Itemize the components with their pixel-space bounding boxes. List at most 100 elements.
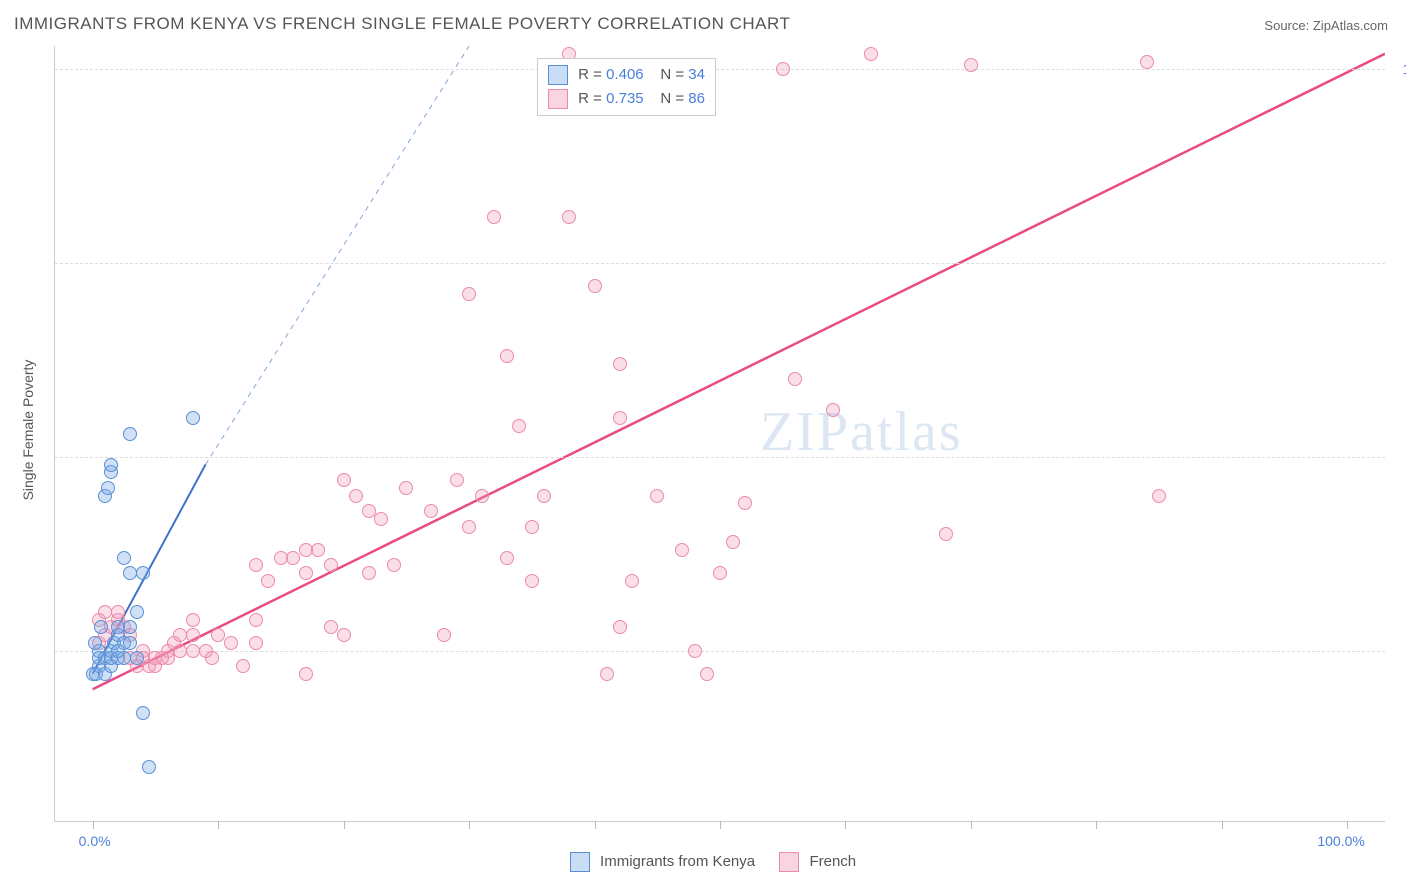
x-tick	[1347, 821, 1348, 829]
x-tick	[344, 821, 345, 829]
legend-row-french: R = 0.735 N = 86	[548, 87, 705, 111]
data-point	[738, 496, 752, 510]
x-tick	[720, 821, 721, 829]
data-point	[136, 566, 150, 580]
n-prefix: N =	[660, 66, 684, 83]
data-point	[186, 411, 200, 425]
y-tick-label: 100.0%	[1403, 61, 1406, 77]
legend-label-kenya: Immigrants from Kenya	[600, 853, 755, 870]
series-legend: Immigrants from Kenya French	[0, 852, 1406, 872]
data-point	[111, 605, 125, 619]
data-point	[123, 427, 137, 441]
r-prefix: R =	[578, 90, 602, 107]
trend-lines-layer	[55, 46, 1385, 821]
x-tick	[1096, 821, 1097, 829]
data-point	[462, 287, 476, 301]
r-prefix: R =	[578, 66, 602, 83]
gridline	[55, 457, 1385, 458]
french-n-value: 86	[688, 90, 705, 107]
data-point	[500, 551, 514, 565]
data-point	[249, 558, 263, 572]
data-point	[613, 411, 627, 425]
data-point	[130, 651, 144, 665]
legend-label-french: French	[809, 853, 856, 870]
data-point	[625, 574, 639, 588]
x-tick	[469, 821, 470, 829]
trend-line	[206, 46, 469, 465]
x-tick-label: 0.0%	[79, 833, 111, 849]
data-point	[537, 489, 551, 503]
y-axis-title: Single Female Poverty	[20, 360, 36, 501]
source-name: ZipAtlas.com	[1313, 18, 1388, 33]
data-point	[613, 620, 627, 634]
data-point	[104, 458, 118, 472]
data-point	[88, 636, 102, 650]
gridline	[55, 263, 1385, 264]
data-point	[399, 481, 413, 495]
data-point	[776, 62, 790, 76]
data-point	[424, 504, 438, 518]
data-point	[462, 520, 476, 534]
data-point	[117, 551, 131, 565]
data-point	[236, 659, 250, 673]
x-tick	[971, 821, 972, 829]
data-point	[186, 628, 200, 642]
data-point	[450, 473, 464, 487]
data-point	[249, 636, 263, 650]
data-point	[864, 47, 878, 61]
data-point	[487, 210, 501, 224]
data-point	[788, 372, 802, 386]
data-point	[939, 527, 953, 541]
data-point	[713, 566, 727, 580]
data-point	[130, 605, 144, 619]
data-point	[525, 574, 539, 588]
data-point	[324, 558, 338, 572]
data-point	[224, 636, 238, 650]
x-tick	[218, 821, 219, 829]
data-point	[249, 613, 263, 627]
swatch-blue-icon	[548, 65, 568, 85]
data-point	[374, 512, 388, 526]
data-point	[964, 58, 978, 72]
data-point	[123, 636, 137, 650]
x-tick	[1222, 821, 1223, 829]
data-point	[475, 489, 489, 503]
data-point	[337, 628, 351, 642]
gridline	[55, 651, 1385, 652]
data-point	[726, 535, 740, 549]
data-point	[700, 667, 714, 681]
data-point	[299, 667, 313, 681]
x-tick-label: 100.0%	[1317, 833, 1364, 849]
data-point	[688, 644, 702, 658]
data-point	[261, 574, 275, 588]
gridline	[55, 69, 1385, 70]
data-point	[94, 620, 108, 634]
data-point	[562, 210, 576, 224]
data-point	[337, 473, 351, 487]
data-point	[111, 644, 125, 658]
legend-row-kenya: R = 0.406 N = 34	[548, 63, 705, 87]
source-attribution: Source: ZipAtlas.com	[1264, 18, 1388, 33]
data-point	[650, 489, 664, 503]
data-point	[142, 760, 156, 774]
french-r-value: 0.735	[606, 90, 644, 107]
chart-title: IMMIGRANTS FROM KENYA VS FRENCH SINGLE F…	[14, 14, 790, 34]
data-point	[1140, 55, 1154, 69]
data-point	[675, 543, 689, 557]
swatch-pink-icon	[779, 852, 799, 872]
x-tick	[595, 821, 596, 829]
data-point	[299, 566, 313, 580]
x-tick	[93, 821, 94, 829]
data-point	[311, 543, 325, 557]
trend-line	[93, 54, 1385, 690]
x-tick	[845, 821, 846, 829]
data-point	[525, 520, 539, 534]
data-point	[186, 613, 200, 627]
data-point	[286, 551, 300, 565]
data-point	[500, 349, 514, 363]
data-point	[512, 419, 526, 433]
n-prefix: N =	[660, 90, 684, 107]
swatch-blue-icon	[570, 852, 590, 872]
data-point	[387, 558, 401, 572]
kenya-r-value: 0.406	[606, 66, 644, 83]
